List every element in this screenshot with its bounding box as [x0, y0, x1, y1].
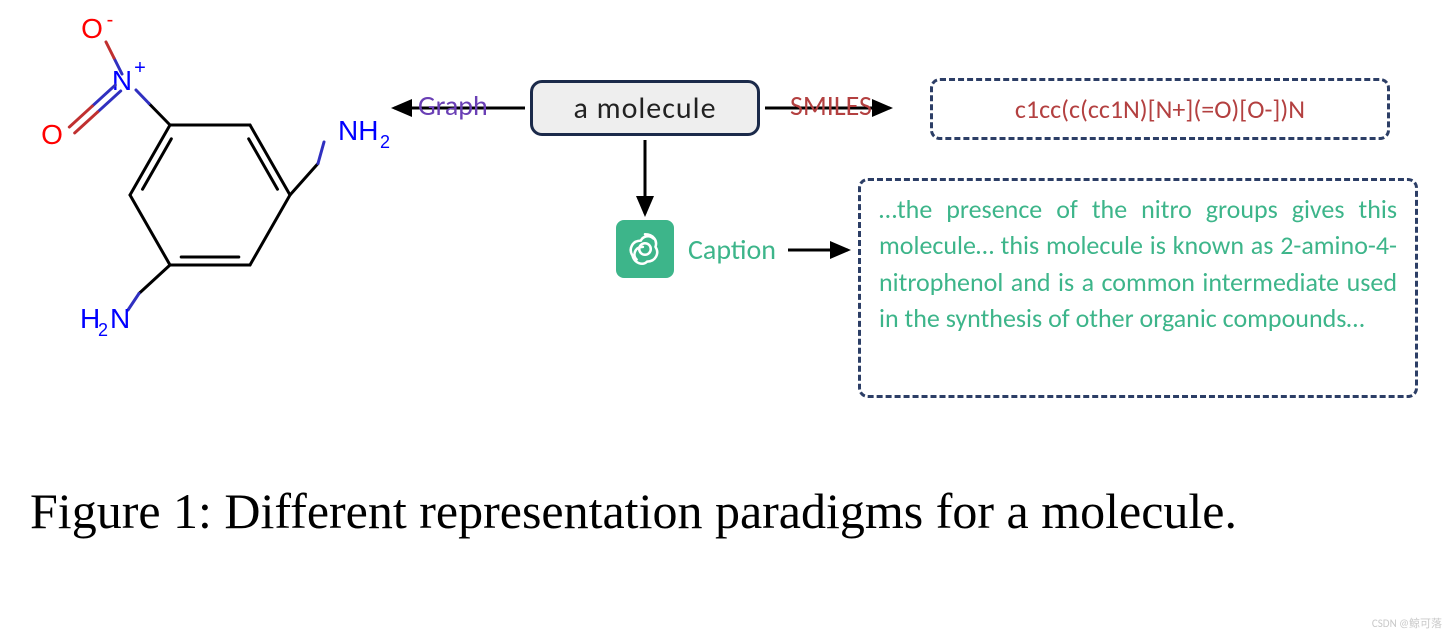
center-molecule-text: a molecule: [573, 90, 716, 127]
svg-text:+: +: [134, 57, 146, 79]
svg-text:N: N: [110, 303, 130, 334]
svg-text:-: -: [107, 10, 114, 31]
diagram-area: N+OO-NH2H2N a molecule Graph SMILES Capt…: [0, 0, 1452, 460]
svg-text:NH: NH: [338, 115, 378, 146]
openai-icon: [616, 220, 674, 278]
molecule-graph: N+OO-NH2H2N: [10, 10, 390, 340]
caption-text: …the presence of the nitro groups gives …: [879, 193, 1397, 334]
label-caption: Caption: [688, 232, 776, 267]
openai-knot-icon: [624, 228, 666, 270]
figure-caption: Figure 1: Different representation parad…: [30, 480, 1420, 543]
svg-text:O: O: [41, 119, 63, 150]
watermark: CSDN @鲸可落: [1372, 615, 1442, 631]
svg-text:O: O: [81, 13, 103, 44]
smiles-text: c1cc(c(cc1N)[N+](=O)[O-])N: [1015, 93, 1305, 125]
caption-box: …the presence of the nitro groups gives …: [858, 178, 1418, 398]
center-molecule-box: a molecule: [530, 80, 760, 136]
smiles-box: c1cc(c(cc1N)[N+](=O)[O-])N: [930, 78, 1390, 140]
svg-text:2: 2: [380, 132, 390, 152]
svg-text:2: 2: [98, 320, 108, 340]
label-graph: Graph: [418, 88, 488, 123]
label-smiles: SMILES: [790, 88, 872, 123]
